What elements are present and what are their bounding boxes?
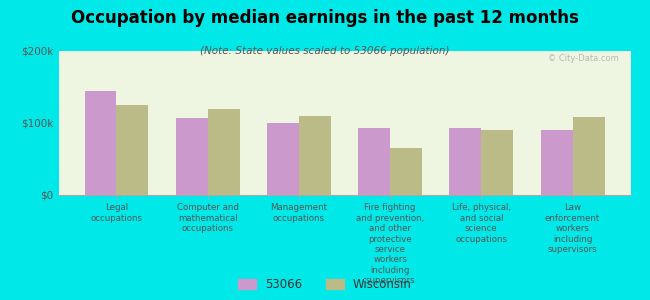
Bar	[482, 130, 514, 195]
Text: © City-Data.com: © City-Data.com	[549, 54, 619, 63]
Bar	[541, 130, 573, 195]
Bar	[207, 109, 240, 195]
Bar	[176, 118, 207, 195]
Text: Occupation by median earnings in the past 12 months: Occupation by median earnings in the pas…	[71, 9, 579, 27]
Bar	[390, 148, 422, 195]
Bar	[449, 128, 482, 195]
Legend: 53066, Wisconsin: 53066, Wisconsin	[238, 278, 412, 291]
Bar	[84, 91, 116, 195]
Bar	[116, 105, 148, 195]
Bar	[299, 116, 331, 195]
Text: (Note: State values scaled to 53066 population): (Note: State values scaled to 53066 popu…	[200, 46, 450, 56]
Bar	[267, 123, 299, 195]
Bar	[358, 128, 390, 195]
Bar	[573, 117, 604, 195]
